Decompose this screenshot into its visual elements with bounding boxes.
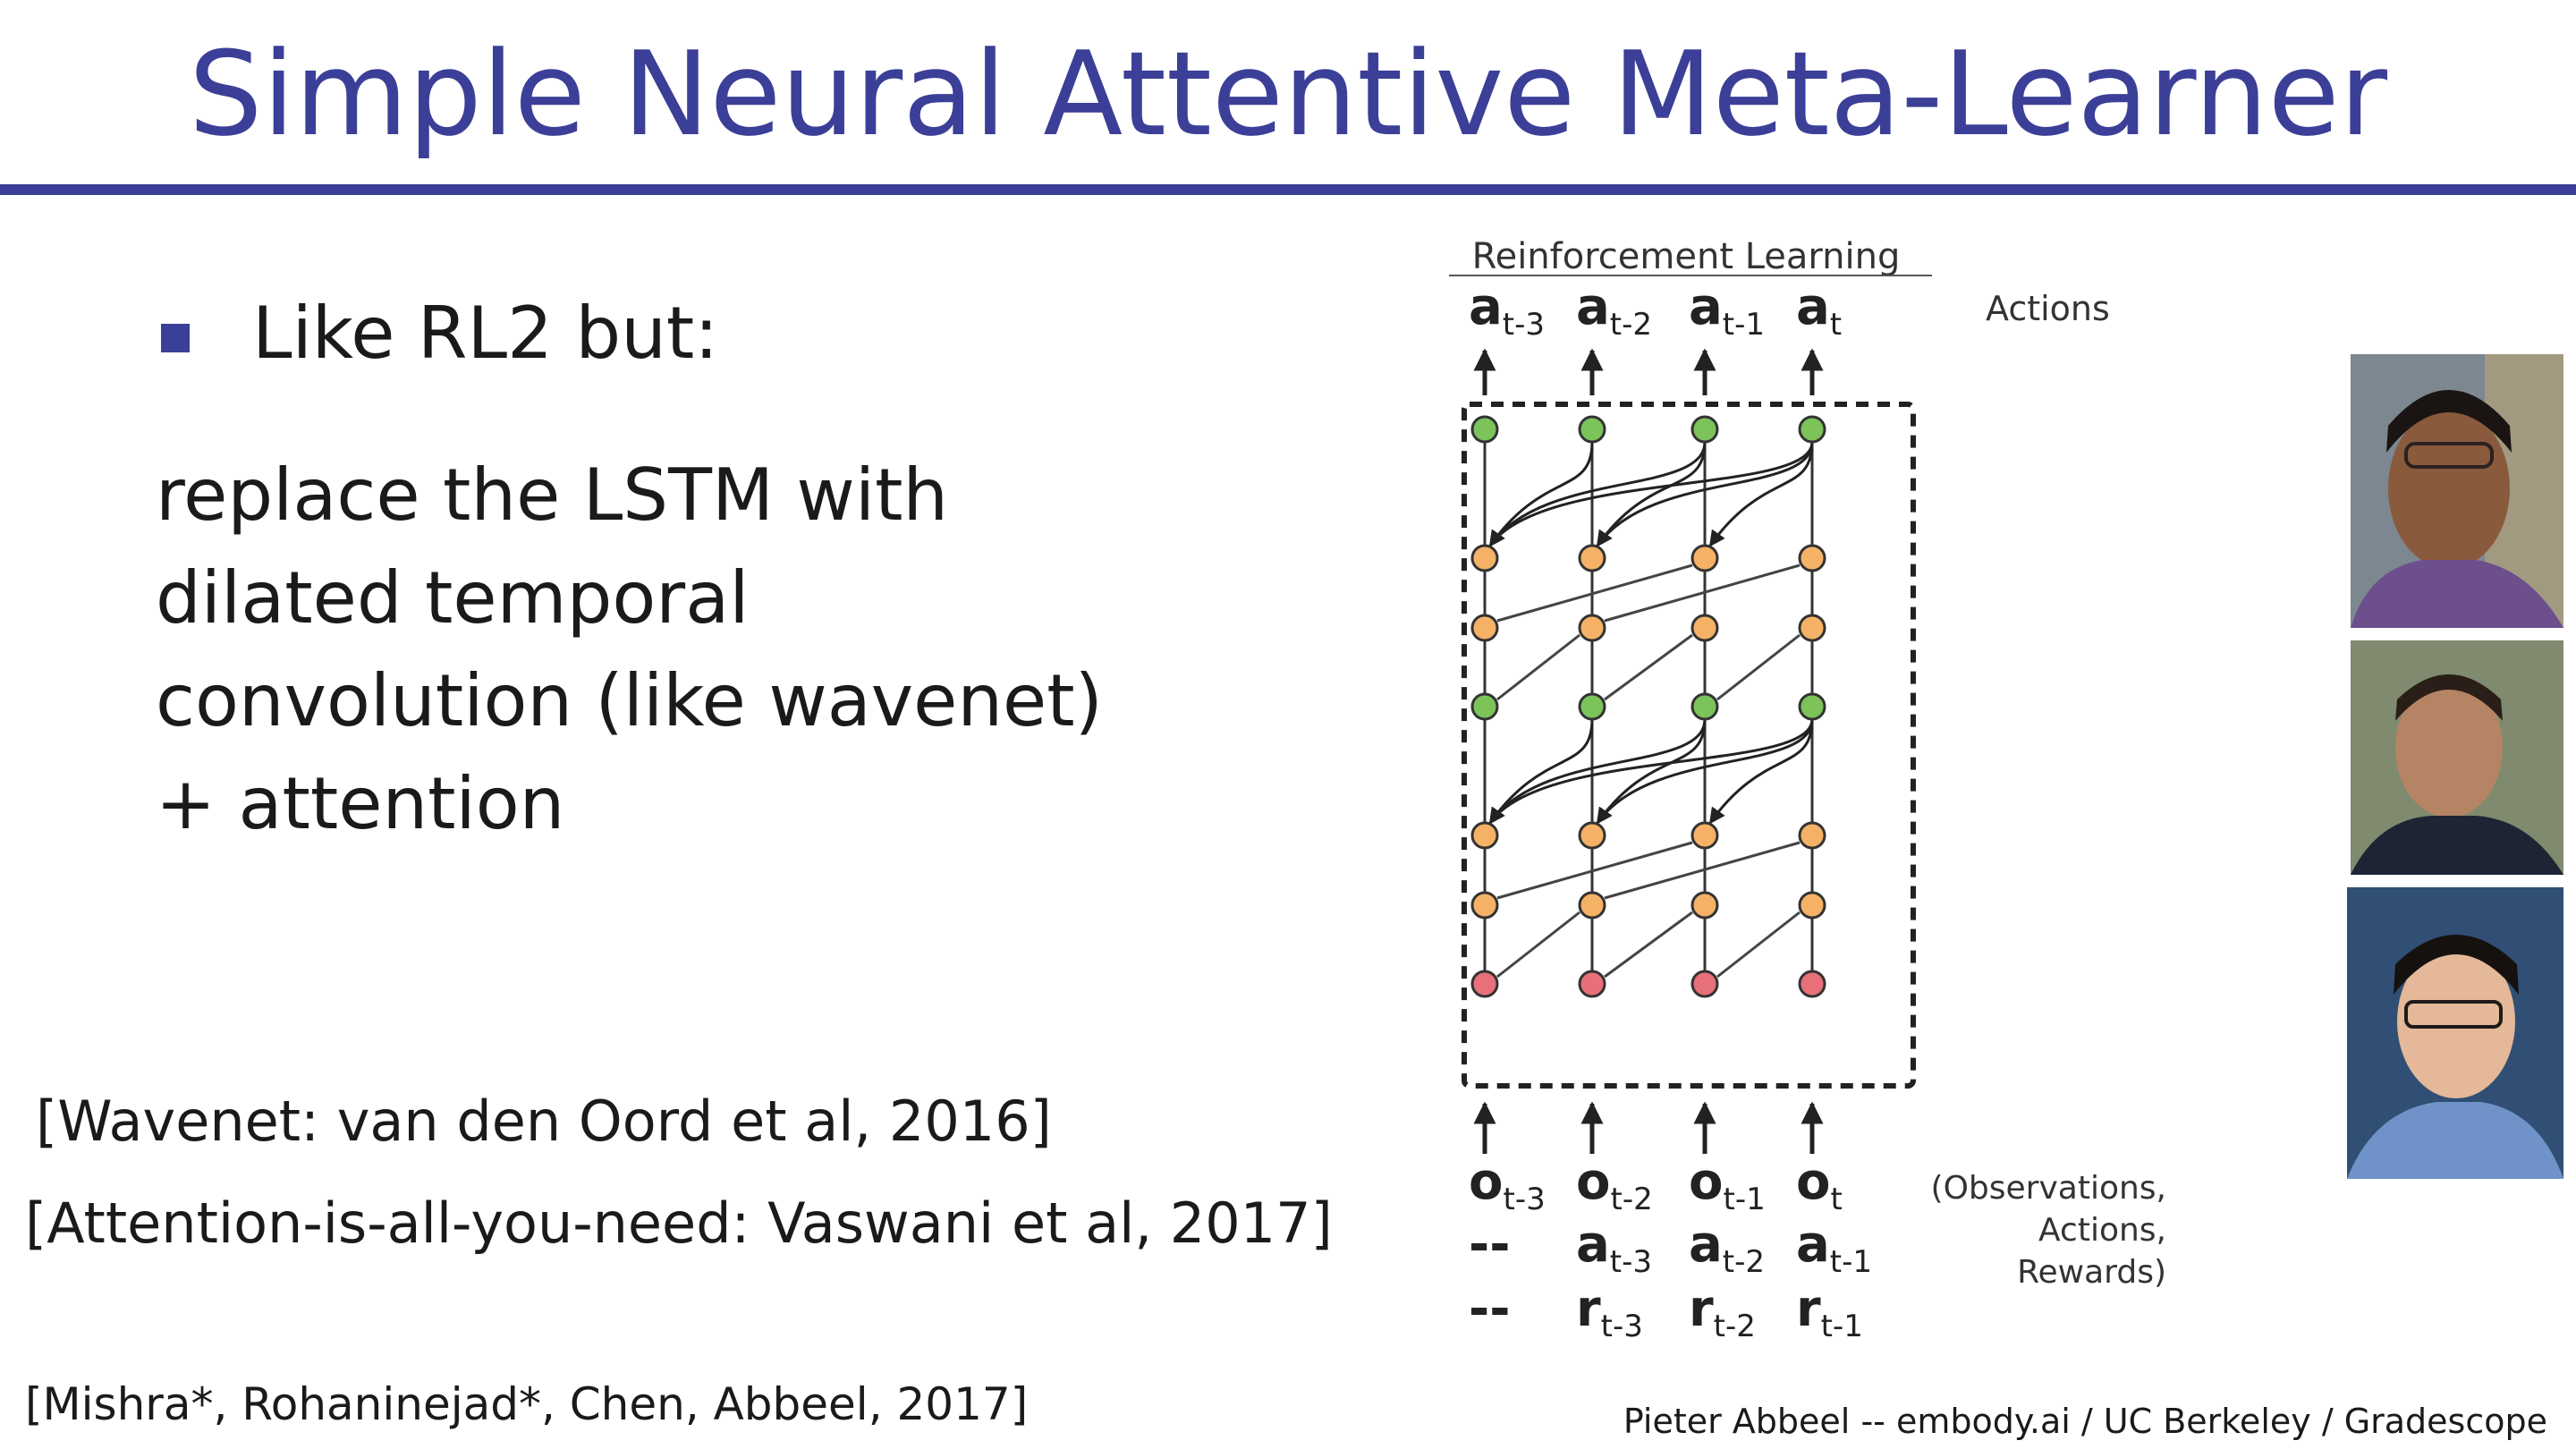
conv-node xyxy=(1578,821,1606,850)
action-input-label: at-3 xyxy=(1576,1216,1652,1280)
observation-input-label: ot-3 xyxy=(1469,1153,1546,1217)
body-line: + attention xyxy=(156,762,565,845)
observation-input-label: ot-1 xyxy=(1689,1153,1766,1217)
observation-input-label: ot xyxy=(1796,1153,1843,1217)
action-output-label: at-2 xyxy=(1576,278,1652,343)
attention-arrow xyxy=(1488,718,1814,825)
body-line: dilated temporal xyxy=(156,556,750,640)
attention-arrow xyxy=(1488,718,1707,825)
attention-arrow xyxy=(1708,441,1814,547)
conv-node xyxy=(1578,891,1606,919)
reward-input-label: rt-2 xyxy=(1689,1280,1756,1344)
dilated-conv-connection xyxy=(1716,633,1801,701)
input-desc-actions: Actions, xyxy=(2038,1212,2166,1249)
conv-node xyxy=(1798,821,1826,850)
dilated-conv-connection xyxy=(1604,564,1801,623)
title-divider xyxy=(0,184,2576,195)
conv-node xyxy=(1470,821,1499,850)
attention-node xyxy=(1470,415,1499,444)
actions-label: Actions xyxy=(1986,289,2110,328)
attention-arrow xyxy=(1708,718,1814,825)
observation-input-label: ot-2 xyxy=(1576,1153,1653,1217)
action-output-label: at-3 xyxy=(1469,278,1545,343)
conv-node xyxy=(1470,891,1499,919)
dilated-conv-connection xyxy=(1496,564,1693,623)
attention-arrow xyxy=(1596,718,1814,825)
conv-node xyxy=(1798,614,1826,642)
input-node xyxy=(1798,970,1826,998)
conv-node xyxy=(1470,544,1499,572)
dilated-conv-connection xyxy=(1604,633,1693,701)
action-input-label: at-2 xyxy=(1689,1216,1765,1280)
bullet-square-icon xyxy=(161,324,190,352)
attention-node xyxy=(1690,415,1719,444)
conv-node xyxy=(1470,614,1499,642)
conv-node xyxy=(1690,891,1719,919)
citation-attention: [Attention-is-all-you-need: Vaswani et a… xyxy=(25,1191,1333,1256)
attention-arrow xyxy=(1596,441,1814,547)
citation-wavenet: [Wavenet: van den Oord et al, 2016] xyxy=(36,1089,1052,1154)
body-paragraph: replace the LSTM with dilated temporal c… xyxy=(156,444,1363,855)
snail-architecture-diagram: Reinforcement Learning Actions at-3 at-2 a… xyxy=(1449,236,2166,1344)
dilated-conv-connection xyxy=(1496,841,1693,900)
conv-node xyxy=(1578,544,1606,572)
footer-credit: Pieter Abbeel -- embody.ai / UC Berkeley… xyxy=(1623,1402,2547,1441)
person-photo xyxy=(2351,640,2563,875)
attention-node xyxy=(1470,692,1499,721)
conv-node xyxy=(1690,614,1719,642)
dilated-conv-connection xyxy=(1496,633,1580,701)
attention-node xyxy=(1690,692,1719,721)
action-input-label: -- xyxy=(1469,1216,1510,1274)
attention-node xyxy=(1798,692,1826,721)
conv-node xyxy=(1690,821,1719,850)
attention-node xyxy=(1578,415,1606,444)
bullet-text: Like RL2 but: xyxy=(252,292,719,375)
attention-node xyxy=(1578,692,1606,721)
input-desc-rewards: Rewards) xyxy=(2017,1254,2166,1291)
attention-arrow xyxy=(1488,441,1707,547)
diagram-heading: Reinforcement Learning xyxy=(1472,236,1901,277)
person-photo xyxy=(2351,354,2563,628)
conv-node xyxy=(1578,614,1606,642)
dilated-conv-connection xyxy=(1604,841,1801,900)
conv-node xyxy=(1798,544,1826,572)
citation-snail: [Mishra*, Rohaninejad*, Chen, Abbeel, 20… xyxy=(25,1378,1029,1430)
conv-node xyxy=(1798,891,1826,919)
attention-arrow xyxy=(1488,441,1814,547)
attention-node xyxy=(1798,415,1826,444)
conv-node xyxy=(1690,544,1719,572)
body-line: replace the LSTM with xyxy=(156,453,949,537)
dilated-conv-connection xyxy=(1716,911,1801,979)
input-node xyxy=(1690,970,1719,998)
attention-arrow xyxy=(1488,441,1594,547)
reward-input-label: rt-1 xyxy=(1796,1280,1863,1344)
body-line: convolution (like wavenet) xyxy=(156,659,1103,742)
attention-arrow xyxy=(1488,718,1594,825)
network-box xyxy=(1462,402,1916,1089)
slide-title: Simple Neural Attentive Meta-Learner xyxy=(188,26,2388,162)
input-node xyxy=(1578,970,1606,998)
action-output-label: at-1 xyxy=(1689,278,1765,343)
dilated-conv-connection xyxy=(1496,911,1580,979)
reward-input-label: -- xyxy=(1469,1280,1510,1338)
reward-input-label: rt-3 xyxy=(1576,1280,1643,1344)
action-output-label: at xyxy=(1796,278,1842,343)
dilated-conv-connection xyxy=(1604,911,1693,979)
input-node xyxy=(1470,970,1499,998)
action-input-label: at-1 xyxy=(1796,1216,1872,1280)
input-desc-observations: (Observations, xyxy=(1931,1170,2166,1207)
person-photo xyxy=(2347,887,2563,1179)
